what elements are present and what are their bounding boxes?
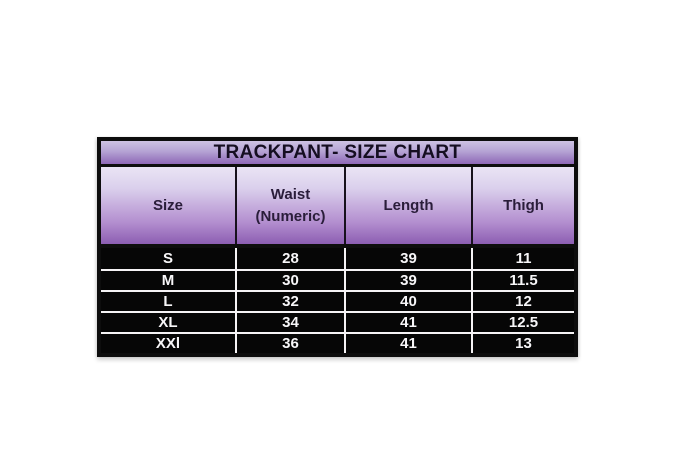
- cell-size: XXl: [101, 334, 235, 353]
- cell-size: M: [101, 271, 235, 290]
- header-label: Thigh: [503, 196, 544, 214]
- cell-length: 39: [344, 271, 471, 290]
- column-header-length: Length: [344, 167, 471, 244]
- cell-thigh: 12: [471, 292, 574, 311]
- header-sublabel: (Numeric): [255, 207, 326, 225]
- size-chart-table: TRACKPANT- SIZE CHART Size Waist (Numeri…: [97, 137, 578, 357]
- cell-waist: 32: [235, 292, 344, 311]
- table-body: S 28 39 11 M 30 39 11.5 L 32 40 12 XL 34…: [101, 248, 574, 353]
- cell-thigh: 13: [471, 334, 574, 353]
- table-row: M 30 39 11.5: [101, 269, 574, 290]
- table-row: S 28 39 11: [101, 248, 574, 269]
- cell-length: 39: [344, 248, 471, 269]
- column-header-waist: Waist (Numeric): [235, 167, 344, 244]
- header-label: Waist: [270, 185, 311, 203]
- table-row: XL 34 41 12.5: [101, 311, 574, 332]
- table-row: XXl 36 41 13: [101, 332, 574, 353]
- cell-waist: 30: [235, 271, 344, 290]
- cell-size: S: [101, 248, 235, 269]
- cell-thigh: 11.5: [471, 271, 574, 290]
- header-label: Length: [383, 196, 434, 214]
- table-row: L 32 40 12: [101, 290, 574, 311]
- cell-waist: 28: [235, 248, 344, 269]
- cell-length: 41: [344, 334, 471, 353]
- cell-thigh: 12.5: [471, 313, 574, 332]
- cell-size: L: [101, 292, 235, 311]
- column-header-size: Size: [101, 167, 235, 244]
- table-header-row: Size Waist (Numeric) Length Thigh: [101, 167, 574, 248]
- cell-length: 40: [344, 292, 471, 311]
- cell-thigh: 11: [471, 248, 574, 269]
- cell-waist: 36: [235, 334, 344, 353]
- column-header-thigh: Thigh: [471, 167, 574, 244]
- table-title: TRACKPANT- SIZE CHART: [101, 141, 574, 167]
- cell-waist: 34: [235, 313, 344, 332]
- header-label: Size: [152, 196, 183, 214]
- cell-length: 41: [344, 313, 471, 332]
- cell-size: XL: [101, 313, 235, 332]
